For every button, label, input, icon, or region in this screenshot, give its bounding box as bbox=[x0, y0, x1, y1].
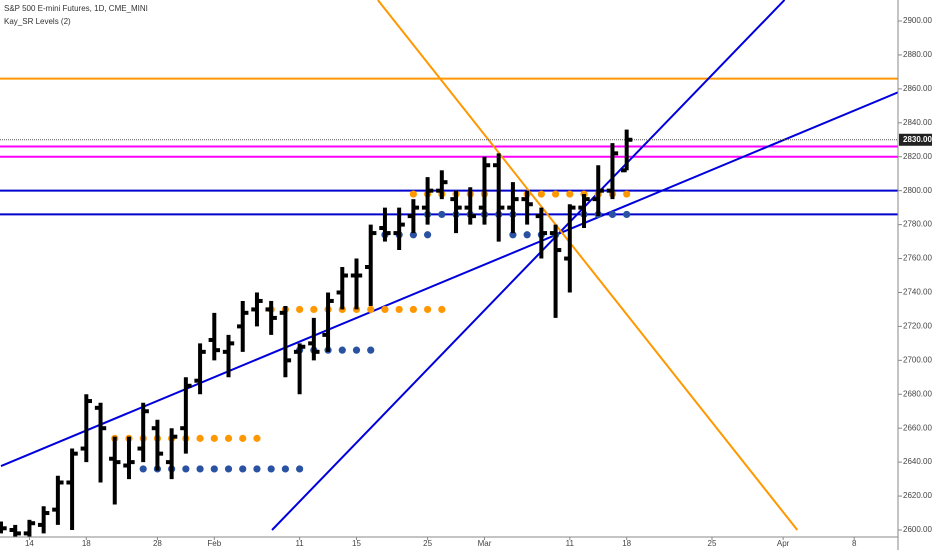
level-dot bbox=[253, 465, 261, 473]
y-tick-label: 2760.00 bbox=[903, 254, 932, 263]
level-dot bbox=[224, 465, 233, 473]
x-tick-label: Mar bbox=[478, 539, 492, 548]
level-dot bbox=[338, 346, 346, 354]
indicator-name: Kay_SR Levels (2) bbox=[4, 17, 71, 26]
trend-line bbox=[271, 0, 786, 531]
level-dot bbox=[551, 190, 560, 198]
x-tick-label: Apr bbox=[777, 539, 790, 548]
level-dot bbox=[296, 465, 304, 473]
y-tick-label: 2880.00 bbox=[903, 50, 932, 59]
level-dot bbox=[438, 210, 446, 219]
y-tick-label: 2600.00 bbox=[903, 525, 932, 534]
x-tick-label: 25 bbox=[423, 539, 432, 548]
x-tick-label: 11 bbox=[566, 539, 575, 548]
level-dot bbox=[182, 465, 190, 473]
level-dot bbox=[196, 465, 204, 473]
level-dot bbox=[367, 305, 375, 314]
y-tick-label: 2720.00 bbox=[903, 322, 932, 331]
level-dot bbox=[608, 210, 617, 219]
last-price-box bbox=[899, 133, 932, 146]
level-dot bbox=[623, 190, 631, 198]
level-dot bbox=[267, 465, 275, 473]
x-tick-label: 18 bbox=[622, 539, 631, 548]
x-tick-label: 8 bbox=[852, 539, 857, 548]
level-dot bbox=[623, 210, 631, 219]
level-dot bbox=[409, 190, 417, 198]
y-tick-label: 2700.00 bbox=[903, 355, 932, 364]
level-dot bbox=[423, 305, 432, 314]
level-dot bbox=[423, 231, 432, 239]
x-tick-label: 11 bbox=[295, 539, 304, 548]
level-dot bbox=[523, 231, 531, 239]
level-dot bbox=[210, 434, 218, 442]
level-dot bbox=[253, 434, 261, 442]
y-tick-label: 2860.00 bbox=[903, 84, 932, 93]
level-dot bbox=[139, 465, 147, 473]
last-price-label: 2830.00 bbox=[903, 135, 932, 144]
level-dot bbox=[367, 346, 375, 354]
y-tick-label: 2840.00 bbox=[903, 118, 932, 127]
y-tick-label: 2800.00 bbox=[903, 186, 932, 195]
level-dot bbox=[381, 305, 389, 314]
level-dot bbox=[281, 465, 289, 473]
x-tick-label: 14 bbox=[25, 539, 34, 548]
level-dot bbox=[537, 190, 545, 198]
y-tick-label: 2740.00 bbox=[903, 288, 932, 297]
y-tick-label: 2900.00 bbox=[903, 16, 932, 25]
y-tick-label: 2660.00 bbox=[903, 423, 932, 432]
level-dot bbox=[352, 346, 361, 354]
level-dot bbox=[239, 465, 247, 473]
level-dot bbox=[566, 190, 574, 198]
level-dot bbox=[210, 465, 218, 473]
y-tick-label: 2820.00 bbox=[903, 152, 932, 161]
y-tick-label: 2640.00 bbox=[903, 457, 932, 466]
chart-title: S&P 500 E-mini Futures, 1D, CME_MINI bbox=[4, 4, 148, 13]
trend-line bbox=[377, 0, 799, 531]
level-dot bbox=[296, 305, 304, 314]
level-dot bbox=[196, 434, 204, 442]
level-dot bbox=[438, 305, 446, 314]
level-dot bbox=[395, 305, 403, 314]
level-dot bbox=[239, 434, 247, 442]
y-tick-label: 2620.00 bbox=[903, 491, 932, 500]
y-tick-label: 2680.00 bbox=[903, 389, 932, 398]
level-dot bbox=[310, 305, 318, 314]
x-tick-label: 28 bbox=[153, 539, 162, 548]
level-dot bbox=[409, 305, 417, 314]
x-tick-label: 15 bbox=[352, 539, 361, 548]
trend-line bbox=[0, 91, 898, 467]
y-tick-label: 2780.00 bbox=[903, 220, 932, 229]
level-dot bbox=[224, 434, 233, 442]
x-tick-label: 25 bbox=[708, 539, 717, 548]
x-tick-label: 18 bbox=[82, 539, 91, 548]
x-tick-label: Feb bbox=[207, 539, 221, 548]
